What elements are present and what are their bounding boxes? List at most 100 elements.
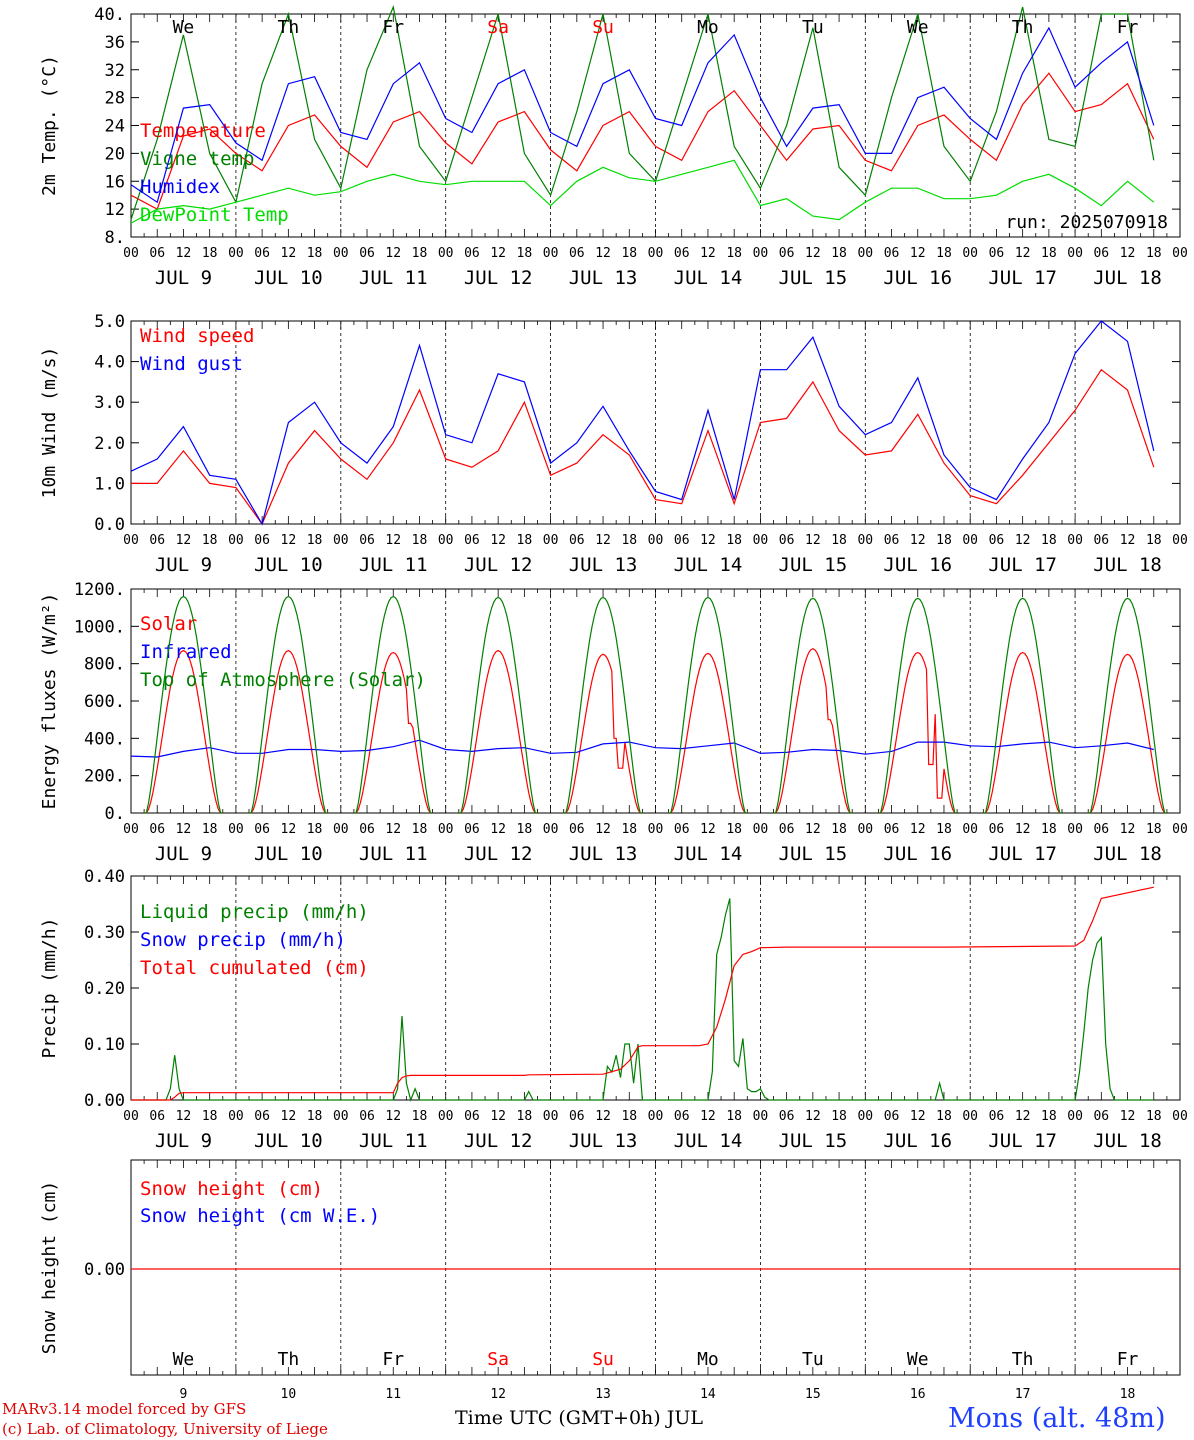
hour-tick-label: 00 [438, 1109, 454, 1124]
series-line-dewpoint-temp [130, 159, 1155, 224]
hour-tick-label: 00 [857, 1109, 873, 1124]
date-label: JUL 13 [569, 843, 638, 865]
plot-frame-2 [130, 588, 1181, 814]
weekday-label: Su [592, 1349, 614, 1370]
series-line-humidex [130, 26, 1155, 204]
y-tick-label: 0.0 [94, 515, 125, 535]
hour-tick-label: 06 [359, 822, 375, 837]
hour-tick-label: 06 [569, 822, 585, 837]
hour-tick-label: 12 [700, 246, 716, 261]
hour-tick-label: 06 [779, 822, 795, 837]
hour-tick-label: 00 [962, 1109, 978, 1124]
date-label: JUL 9 [155, 843, 212, 865]
hour-tick-label: 00 [1067, 1109, 1083, 1124]
hour-tick-label: 06 [674, 246, 690, 261]
hour-tick-label: 18 [936, 1109, 952, 1124]
weekday-label: We [173, 17, 195, 38]
date-label: JUL 17 [988, 267, 1057, 289]
date-label: JUL 16 [883, 843, 952, 865]
hour-tick-label: 06 [149, 822, 165, 837]
hour-tick-label: 18 [307, 246, 323, 261]
hour-tick-label: 18 [307, 1109, 323, 1124]
y-tick-label: 2.0 [94, 434, 125, 454]
hour-tick-label: 18 [621, 1109, 637, 1124]
hour-tick-label: 06 [989, 1109, 1005, 1124]
hour-tick-label: 06 [464, 1109, 480, 1124]
hour-tick-label: 00 [857, 822, 873, 837]
series-line-top-of-atmosphere-solar- [144, 595, 1167, 814]
hour-tick-label: 18 [1041, 246, 1057, 261]
weekday-label: Th [1012, 17, 1034, 38]
legend-entry: Wind speed [140, 325, 254, 347]
time-axis-label: Time UTC (GMT+0h) JUL [455, 1407, 703, 1429]
hour-tick-label: 06 [254, 1109, 270, 1124]
hour-tick-label: 18 [517, 533, 533, 548]
date-label: JUL 13 [569, 554, 638, 576]
hour-tick-label: 18 [936, 246, 952, 261]
hour-tick-label: 18 [412, 822, 428, 837]
date-label: JUL 12 [464, 843, 533, 865]
y-tick-label: 0. [105, 804, 125, 824]
hour-tick-label: 12 [1015, 1109, 1031, 1124]
hour-tick-label: 18 [202, 533, 218, 548]
hour-tick-label: 18 [517, 822, 533, 837]
hour-tick-label: 06 [779, 533, 795, 548]
hour-tick-label: 12 [595, 246, 611, 261]
hour-tick-label: 18 [831, 533, 847, 548]
hour-tick-label: 00 [438, 533, 454, 548]
hour-tick-label: 00 [438, 822, 454, 837]
lab-credit: (c) Lab. of Climatology, University of L… [2, 1420, 328, 1438]
weekday-label: Th [1012, 1349, 1034, 1370]
hour-tick-label: 12 [490, 533, 506, 548]
hour-tick-label: 00 [1067, 822, 1083, 837]
hour-tick-label: 12 [1120, 533, 1136, 548]
hour-tick-label: 00 [648, 533, 664, 548]
date-label: JUL 15 [779, 843, 848, 865]
legend-entry: Top of Atmosphere (Solar) [140, 669, 426, 691]
date-label: JUL 10 [254, 267, 323, 289]
y-tick-label: 0.00 [84, 1091, 125, 1111]
y-tick-label: 200. [84, 767, 125, 787]
date-label: JUL 14 [674, 267, 743, 289]
hour-tick-label: 18 [1146, 822, 1162, 837]
hour-tick-label: 12 [281, 533, 297, 548]
legend-entry: Infrared [140, 641, 232, 663]
hour-tick-label: 18 [621, 533, 637, 548]
hour-tick-label: 12 [805, 822, 821, 837]
date-label: JUL 9 [155, 267, 212, 289]
y-tick-label: 5.0 [94, 312, 125, 332]
hour-tick-label: 12 [176, 822, 192, 837]
date-label: JUL 13 [569, 267, 638, 289]
hour-tick-label: 12 [176, 1109, 192, 1124]
y-tick-label: 4.0 [94, 353, 125, 373]
day-number-label: 9 [180, 1387, 188, 1402]
hour-tick-label: 00 [648, 822, 664, 837]
hour-tick-label: 12 [805, 246, 821, 261]
y-axis-label: Snow height (cm) [39, 1181, 60, 1354]
y-tick-label: 1200. [74, 580, 125, 600]
series-line-temperature [130, 72, 1155, 210]
hour-tick-label: 06 [884, 822, 900, 837]
y-tick-label: 32 [105, 61, 125, 81]
date-label: JUL 15 [779, 554, 848, 576]
hour-tick-label: 06 [989, 822, 1005, 837]
day-number-label: 12 [490, 1387, 506, 1402]
y-axis-label: Energy fluxes (W/m²) [39, 593, 60, 810]
hour-tick-label: 00 [962, 822, 978, 837]
hour-tick-label: 18 [726, 246, 742, 261]
day-number-label: 16 [910, 1387, 926, 1402]
hour-tick-label: 06 [779, 1109, 795, 1124]
hour-tick-label: 18 [831, 1109, 847, 1124]
hour-tick-label: 18 [621, 822, 637, 837]
date-label: JUL 15 [779, 1130, 848, 1152]
weekday-label: Su [592, 17, 614, 38]
legend-entry: DewPoint Temp [140, 204, 289, 226]
y-tick-label: 36 [105, 33, 125, 53]
hour-tick-label: 06 [359, 533, 375, 548]
hour-tick-label: 00 [648, 1109, 664, 1124]
legend-entry: Total cumulated (cm) [140, 957, 369, 979]
date-label: JUL 14 [674, 1130, 743, 1152]
hour-tick-label: 00 [1067, 246, 1083, 261]
date-label: JUL 16 [883, 554, 952, 576]
legend-entry: Humidex [140, 176, 220, 198]
